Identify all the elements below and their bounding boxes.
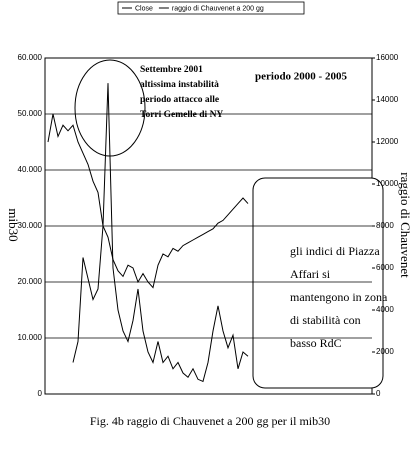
y2-tick-label: 16000 — [376, 53, 399, 62]
y2-tick-label: 4000 — [376, 305, 394, 314]
annotation: Affari si — [290, 267, 331, 281]
annotation: periodo 2000 - 2005 — [255, 71, 347, 83]
y-tick-label: 40.000 — [18, 165, 43, 174]
y-tick-label: 50.000 — [18, 109, 43, 118]
y-axis-label: mib30 — [6, 208, 21, 241]
y2-tick-label: 2000 — [376, 347, 394, 356]
data-line — [47, 113, 249, 289]
annotation: altissima instabilità — [140, 80, 219, 90]
y-tick-label: 10.000 — [18, 333, 43, 342]
y2-tick-label: 8000 — [376, 221, 394, 230]
y2-tick-label: 14000 — [376, 95, 399, 104]
annotation: Settembre 2001 — [140, 65, 203, 75]
legend-label: Close — [135, 5, 153, 12]
y-tick-label: 0 — [38, 389, 43, 398]
legend-label: raggio di Chauvenet a 200 gg — [172, 5, 264, 12]
data-line — [72, 83, 249, 383]
annotation: mantengono in zona — [290, 290, 388, 304]
annotation: di stabilità con — [290, 313, 361, 327]
y-tick-label: 20.000 — [18, 277, 43, 286]
y2-tick-label: 6000 — [376, 263, 394, 272]
y-tick-label: 30.000 — [18, 221, 43, 230]
y2-tick-label: 10000 — [376, 179, 399, 188]
y2-tick-label: 12000 — [376, 137, 399, 146]
y2-tick-label: 0 — [376, 389, 381, 398]
y2-axis-label: raggio di Chauvenet — [398, 172, 413, 278]
annotation: gli indici di Piazza — [290, 244, 380, 258]
annotation: basso RdC — [290, 336, 342, 350]
annotation: Torri Gemelle di NY — [140, 110, 223, 120]
chart-caption: Fig. 4b raggio di Chauvenet a 200 gg per… — [90, 414, 330, 428]
y-tick-label: 60.000 — [18, 53, 43, 62]
annotation: periodo attacco alle — [140, 95, 219, 105]
legend-box — [117, 1, 305, 15]
highlight-box — [252, 177, 384, 389]
